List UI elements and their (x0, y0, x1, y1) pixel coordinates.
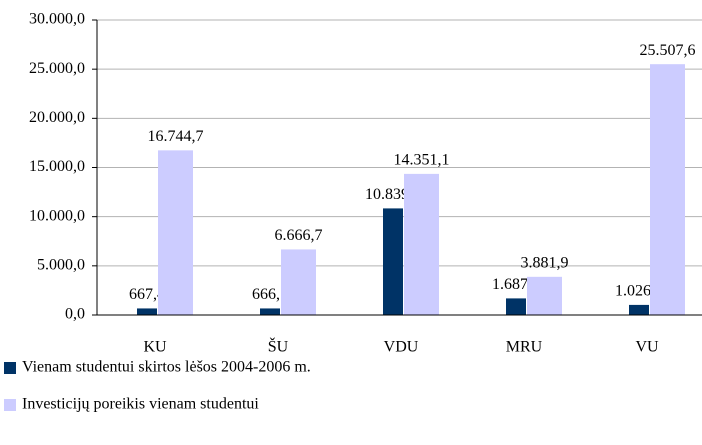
data-label: 25.507,6 (640, 42, 696, 59)
bar (629, 304, 649, 315)
y-tick-label: 30.000,0 (29, 11, 85, 28)
data-label: 16.744,7 (148, 128, 204, 145)
y-tick-label: 5.000,0 (37, 257, 85, 274)
bar (383, 208, 403, 315)
y-tick-label: 25.000,0 (29, 60, 85, 77)
bar (404, 173, 439, 315)
legend-swatch (4, 399, 16, 411)
y-tick-label: 10.000,0 (29, 207, 85, 224)
y-tick-label: 20.000,0 (29, 109, 85, 126)
data-label: 666,7 (252, 286, 288, 303)
bar (137, 308, 157, 315)
data-label: 14.351,1 (394, 152, 450, 169)
y-tick-label: 0,0 (65, 306, 85, 323)
data-label: 667,4 (129, 286, 165, 303)
data-label: 3.881,9 (521, 254, 569, 271)
x-tick-label: ŠU (268, 337, 289, 356)
x-tick-label: KU (143, 339, 167, 356)
bar (527, 276, 562, 315)
x-tick-label: MRU (506, 339, 543, 356)
bar (158, 150, 193, 315)
bar (260, 308, 280, 315)
legend-label: Investicijų poreikis vienam studentui (22, 396, 259, 413)
legend-label: Vienam studentui skirtos lėšos 2004-2006… (22, 359, 311, 376)
data-label: 6.666,7 (275, 227, 323, 244)
y-tick-label: 15.000,0 (29, 158, 85, 175)
x-tick-label: VU (635, 339, 659, 356)
bar (281, 249, 316, 315)
x-tick-label: VDU (384, 339, 419, 356)
bar (650, 64, 685, 316)
bar (506, 298, 526, 315)
legend-swatch (4, 362, 16, 374)
